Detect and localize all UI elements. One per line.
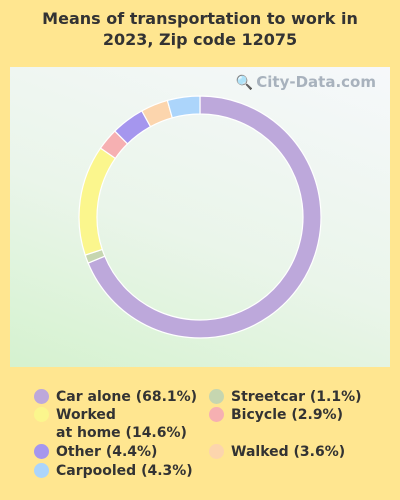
watermark-text: City-Data.com [256,73,376,91]
legend-swatch [34,389,49,404]
legend-item-walked: Walked (3.6%) [209,443,345,461]
legend-item-carpooled: Carpooled (4.3%) [34,462,193,480]
legend-label: Walked (3.6%) [231,444,346,460]
legend-item-worked-at-home: Worked at home (14.6%) [34,406,187,442]
donut-slice-car-alone [87,95,322,339]
legend-item-car-alone: Car alone (68.1%) [34,388,197,406]
legend-label-line-2: at home (14.6%) [56,425,187,441]
chart-legend: Car alone (68.1%) Worked at home (14.6%)… [0,380,400,495]
legend-swatch [34,407,49,422]
chart-title-line-1: Means of transportation to work in [42,9,358,28]
donut-slice-carpooled [166,95,201,119]
legend-swatch [34,444,49,459]
chart-title: Means of transportation to work in 2023,… [0,8,400,50]
legend-label: Carpooled (4.3%) [56,463,193,479]
legend-item-other: Other (4.4%) [34,443,157,461]
chart-plot-area: 🔍 City-Data.com [10,67,390,367]
legend-swatch [209,407,224,422]
watermark: 🔍 City-Data.com [236,73,376,91]
legend-label: Bicycle (2.9%) [231,407,343,423]
legend-item-bicycle: Bicycle (2.9%) [209,406,343,424]
chart-title-line-2: 2023, Zip code 12075 [102,30,298,49]
legend-swatch [34,463,49,478]
donut-chart [78,95,322,339]
donut-slice-worked-at-home [78,147,117,256]
legend-swatch [209,389,224,404]
legend-item-streetcar: Streetcar (1.1%) [209,388,362,406]
legend-label: Other (4.4%) [56,444,158,460]
globe-icon: 🔍 [235,75,254,91]
legend-label: Streetcar (1.1%) [231,389,362,405]
legend-swatch [209,444,224,459]
legend-label: Car alone (68.1%) [56,389,198,405]
legend-label-line-1: Worked [56,407,116,423]
